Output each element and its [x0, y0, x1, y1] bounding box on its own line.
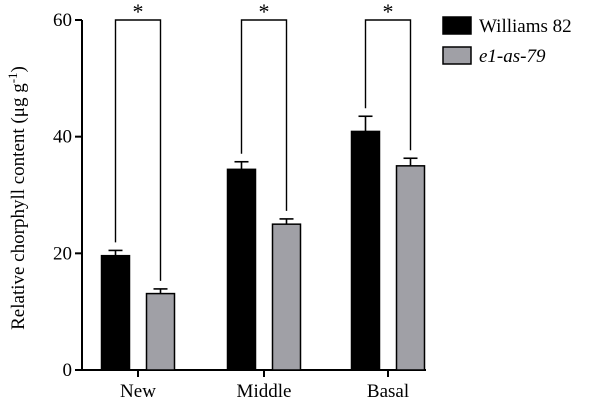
bar — [395, 165, 426, 371]
legend-swatch — [442, 16, 472, 35]
y-axis-title-unit: μg g — [8, 83, 29, 117]
significance-label: * — [133, 0, 144, 24]
significance-markers: * * * — [114, 0, 412, 281]
y-axis-title-close: ) — [8, 66, 29, 72]
legend-swatch — [442, 46, 472, 65]
x-tick-label: Basal — [367, 381, 409, 402]
y-tick-label: 40 — [53, 127, 72, 148]
y-tick-label: 0 — [63, 360, 73, 381]
bar — [271, 223, 302, 371]
significance-bracket — [364, 19, 412, 151]
legend-label: e1-as-79 — [479, 46, 546, 67]
significance-label: * — [383, 0, 394, 24]
x-tick-label: Middle — [237, 381, 292, 402]
bar — [226, 168, 257, 371]
legend-label: Williams 82 — [479, 16, 572, 37]
y-tick-label: 60 — [53, 10, 72, 31]
bars — [100, 115, 426, 371]
significance-label: * — [259, 0, 270, 24]
bar — [100, 254, 131, 371]
y-axis-title-main: Relative chorphyll content ( — [8, 117, 29, 330]
legend: Williams 82 e1-as-79 — [442, 16, 572, 67]
y-axis-title: Relative chorphyll content (μg g-1) — [5, 66, 29, 330]
significance-bracket — [240, 19, 288, 211]
bar — [145, 292, 176, 371]
x-tick-label: New — [120, 381, 156, 402]
y-axis-title-unit-exp: -1 — [5, 72, 20, 83]
axes: 0 20 40 60 New Middle Basal — [53, 10, 426, 402]
significance-bracket — [114, 19, 162, 281]
bar — [350, 130, 381, 371]
y-tick-label: 20 — [53, 243, 72, 264]
